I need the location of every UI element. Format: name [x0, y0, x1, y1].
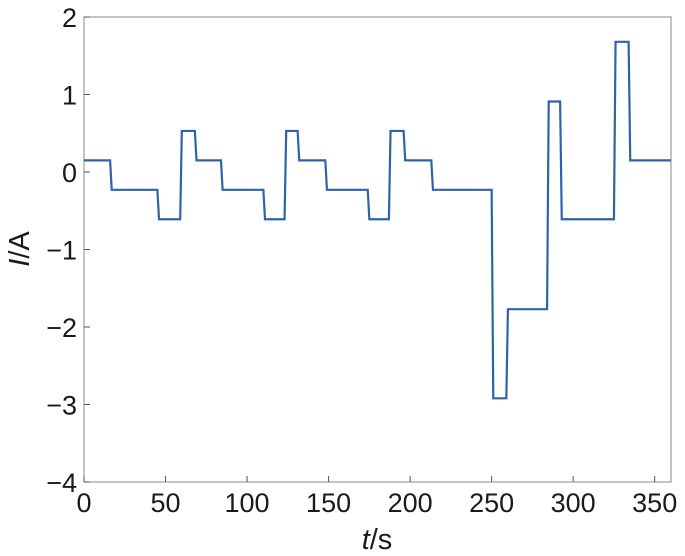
plot-area: [83, 16, 672, 483]
y-axis-label-unit: /A: [4, 231, 36, 259]
x-axis-ticks: 0 50 100 150 200 250 300 350: [76, 476, 677, 518]
y-tick-label: 2: [62, 3, 77, 33]
x-tick-label: 250: [469, 488, 514, 518]
x-axis-label: t/s: [362, 524, 393, 556]
x-tick-label: 100: [225, 488, 270, 518]
y-tick-label: 1: [62, 81, 77, 111]
y-tick-label: −1: [46, 236, 77, 266]
x-tick-label: 0: [76, 488, 91, 518]
y-tick-label: −2: [46, 313, 77, 343]
x-tick-label: 150: [306, 488, 351, 518]
y-tick-label: −3: [46, 391, 77, 421]
x-tick-label: 50: [151, 488, 181, 518]
x-tick-label: 350: [632, 488, 677, 518]
y-tick-label: −4: [46, 468, 77, 498]
current-series-line: [84, 40, 671, 400]
y-axis-label: I/A: [4, 231, 36, 267]
y-tick-label: 0: [62, 158, 77, 188]
series-layer: [84, 40, 671, 400]
x-tick-label: 200: [388, 488, 433, 518]
x-axis-label-variable: t: [362, 524, 372, 556]
x-axis-label-unit: /s: [370, 524, 393, 556]
x-tick-label: 300: [551, 488, 596, 518]
y-axis-ticks: 2 1 0 −1 −2 −3 −4: [46, 3, 90, 498]
y-axis-label-variable: I: [4, 259, 36, 267]
